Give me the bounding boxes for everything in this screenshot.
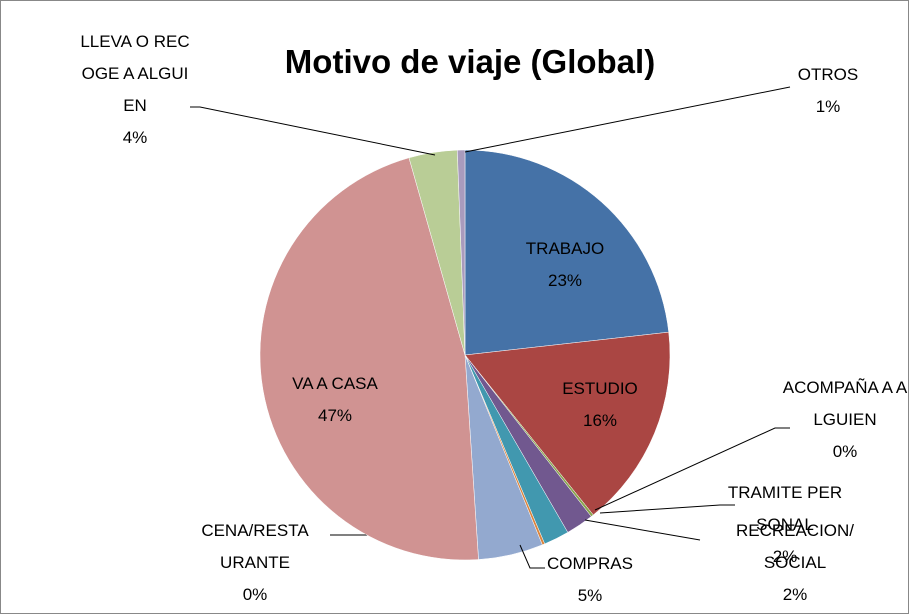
category-label: LLEVA O RECOGE A ALGUIEN — [80, 32, 190, 115]
chart-title: Motivo de viaje (Global) — [284, 43, 656, 80]
category-label: CENA/RESTAURANTE — [201, 521, 309, 572]
slice-label: CENA/RESTAURANTE 0% — [196, 515, 314, 611]
pie-slice — [464, 331, 671, 516]
pie-slice — [464, 149, 670, 356]
value-label: 16% — [582, 411, 618, 430]
value-label: 23% — [547, 271, 583, 290]
value-label: 0% — [832, 442, 858, 461]
leader-line — [584, 519, 701, 541]
slice-label: TRAMITE PERSONAL 2% — [725, 477, 845, 573]
category-label: TRABAJO — [525, 239, 605, 258]
category-label: OTROS — [797, 65, 859, 84]
category-label: TRAMITE PERSONAL — [727, 483, 843, 534]
category-label: VA A CASA — [292, 374, 378, 393]
pie-slice — [259, 157, 479, 561]
value-label: 47% — [317, 406, 353, 425]
leader-line — [190, 106, 436, 156]
slice-label: RECREACION/SOCIAL 2% — [733, 515, 858, 611]
value-label: 1% — [815, 97, 841, 116]
category-label: ESTUDIO — [562, 379, 638, 398]
value-label: 4% — [122, 128, 148, 147]
leader-line — [599, 504, 735, 514]
slice-label: OTROS 1% — [783, 59, 873, 123]
slice-label: ACOMPAÑA A ALGUIEN 0% — [780, 372, 910, 468]
category-label: ACOMPAÑA A ALGUIEN — [782, 378, 908, 429]
value-label: 5% — [577, 586, 603, 605]
leader-line — [594, 427, 790, 511]
value-label: 2% — [782, 585, 808, 604]
pie-slice — [457, 149, 466, 356]
category-label: COMPRAS — [547, 554, 633, 573]
slice-label: ESTUDIO 16% — [540, 373, 660, 437]
value-label: 2% — [772, 547, 798, 566]
value-label: 0% — [242, 585, 268, 604]
slice-label: VA A CASA 47% — [275, 368, 395, 432]
slice-label: COMPRAS 5% — [530, 548, 650, 612]
slice-label: LLEVA O RECOGE A ALGUIEN 4% — [80, 26, 190, 154]
slice-label: TRABAJO 23% — [505, 233, 625, 297]
leader-line — [464, 86, 791, 153]
category-label: RECREACION/SOCIAL — [735, 521, 855, 572]
leader-line — [519, 544, 545, 569]
